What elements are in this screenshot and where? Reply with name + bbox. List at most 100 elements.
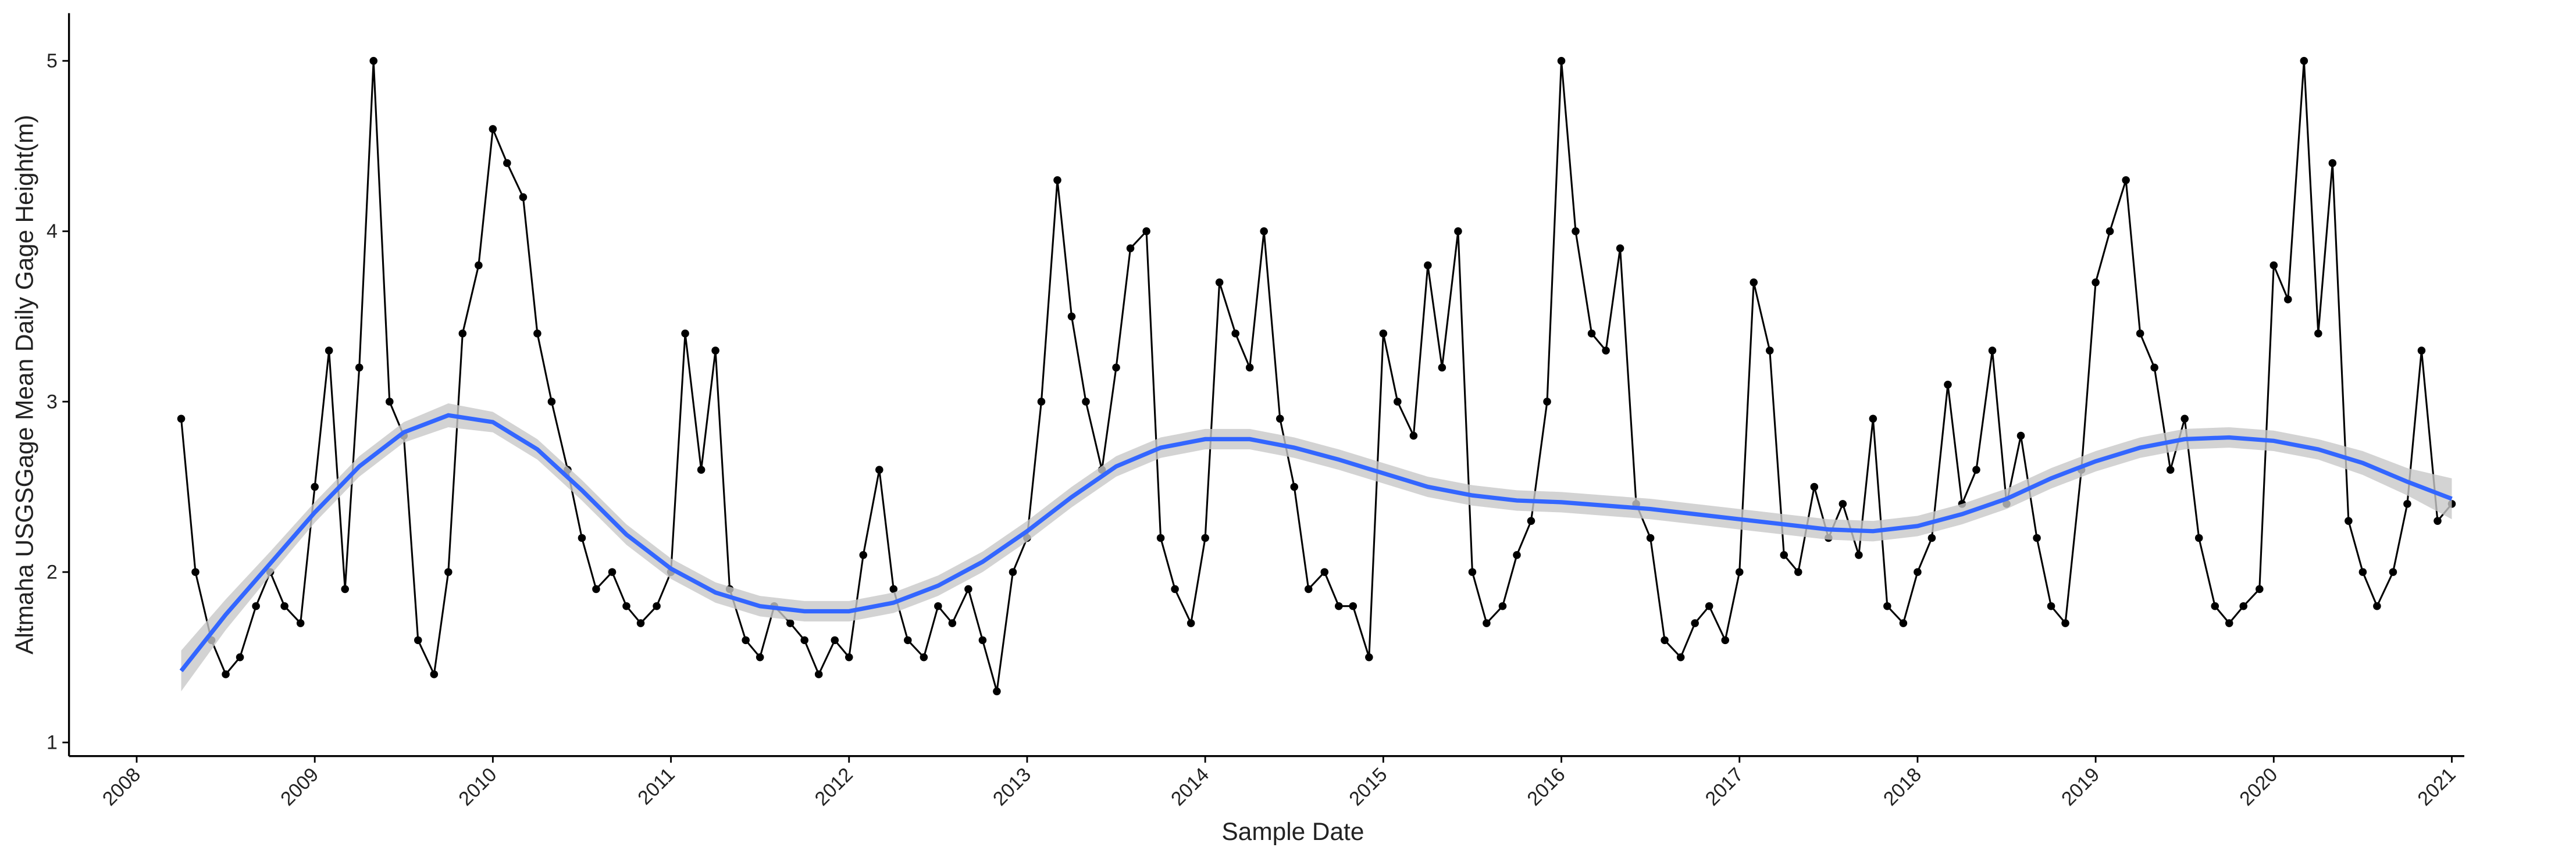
data-point — [1661, 636, 1669, 645]
x-tick-label: 2020 — [2235, 763, 2282, 810]
data-point — [533, 329, 541, 338]
data-point — [519, 193, 528, 201]
data-point — [978, 636, 987, 645]
data-point — [711, 346, 719, 355]
data-point — [236, 653, 244, 662]
data-point — [503, 159, 511, 167]
data-point — [1750, 278, 1758, 287]
data-point — [845, 653, 853, 662]
data-point — [1349, 602, 1358, 610]
data-point — [1869, 414, 1877, 423]
data-point — [1794, 568, 1802, 576]
data-point — [1320, 568, 1329, 576]
data-point — [2389, 568, 2397, 576]
data-point — [800, 636, 808, 645]
data-point — [1468, 568, 1477, 576]
data-point — [1409, 431, 1418, 440]
data-point — [2269, 261, 2278, 270]
data-point — [653, 602, 661, 610]
x-tick-label: 2018 — [1879, 763, 1926, 810]
data-point — [355, 363, 364, 372]
data-point — [1454, 227, 1462, 235]
series-line — [179, 413, 2453, 673]
data-point — [2211, 602, 2219, 610]
data-point — [1335, 602, 1343, 610]
data-point — [1855, 551, 1863, 559]
data-point — [904, 636, 912, 645]
series-line — [180, 60, 2453, 692]
data-point — [1275, 414, 1284, 423]
data-point — [1483, 619, 1491, 627]
data-point — [430, 670, 439, 678]
data-point — [1379, 329, 1388, 338]
data-point — [993, 687, 1001, 696]
data-point — [2166, 466, 2175, 474]
data-point — [2033, 534, 2041, 542]
data-point — [1587, 329, 1596, 338]
data-point — [341, 585, 350, 594]
data-point — [2105, 227, 2114, 235]
data-point — [2136, 329, 2144, 338]
data-point — [1765, 346, 1774, 355]
data-point — [831, 636, 839, 645]
data-point — [1438, 363, 1446, 372]
data-point — [1899, 619, 1908, 627]
data-point — [2345, 517, 2353, 525]
y-tick-label: 5 — [47, 50, 58, 72]
data-point — [681, 329, 689, 338]
data-point — [311, 482, 319, 491]
data-point — [1260, 227, 1268, 235]
data-point — [252, 602, 260, 610]
data-point — [1972, 466, 1980, 474]
data-point — [1572, 227, 1580, 235]
data-point — [2016, 431, 2025, 440]
data-point — [2403, 500, 2411, 508]
data-point — [1527, 517, 1535, 525]
x-tick-label: 2014 — [1167, 763, 1213, 810]
data-point — [2194, 534, 2203, 542]
data-point — [1009, 568, 1017, 576]
data-point — [2122, 176, 2130, 184]
data-point — [964, 585, 972, 594]
data-point — [756, 653, 764, 662]
data-point — [2047, 602, 2055, 610]
data-point — [177, 414, 186, 423]
x-tick-label: 2013 — [989, 763, 1035, 810]
data-point — [296, 619, 305, 627]
data-point — [1780, 551, 1788, 559]
data-point — [1883, 602, 1891, 610]
data-point — [2358, 568, 2367, 576]
data-point — [1126, 244, 1135, 252]
data-point — [1424, 261, 1432, 270]
data-point — [1691, 619, 1699, 627]
x-axis-label: Sample Date — [1222, 818, 1364, 845]
x-tick-label: 2015 — [1345, 763, 1391, 810]
x-tick-label: 2012 — [811, 763, 857, 810]
y-tick-label: 3 — [47, 391, 58, 413]
data-point — [1914, 568, 1922, 576]
data-point — [1721, 636, 1730, 645]
data-point — [1735, 568, 1744, 576]
data-point — [475, 261, 483, 270]
data-point — [1290, 482, 1299, 491]
data-point — [414, 636, 422, 645]
y-tick-label: 2 — [47, 561, 58, 583]
data-point — [920, 653, 928, 662]
data-point — [1053, 176, 1061, 184]
data-point — [489, 125, 497, 133]
x-tick-label: 2008 — [98, 763, 145, 810]
data-point — [875, 466, 883, 474]
data-point — [2417, 346, 2426, 355]
data-point — [1602, 346, 1610, 355]
data-point — [2180, 414, 2189, 423]
data-point — [2225, 619, 2233, 627]
data-point — [1988, 346, 1997, 355]
data-point — [2314, 329, 2322, 338]
confidence-band — [181, 403, 2452, 692]
data-point — [2239, 602, 2248, 610]
data-point — [1245, 363, 1254, 372]
data-point — [2284, 295, 2292, 303]
data-point — [622, 602, 630, 610]
data-point — [934, 602, 942, 610]
data-point — [1215, 278, 1224, 287]
